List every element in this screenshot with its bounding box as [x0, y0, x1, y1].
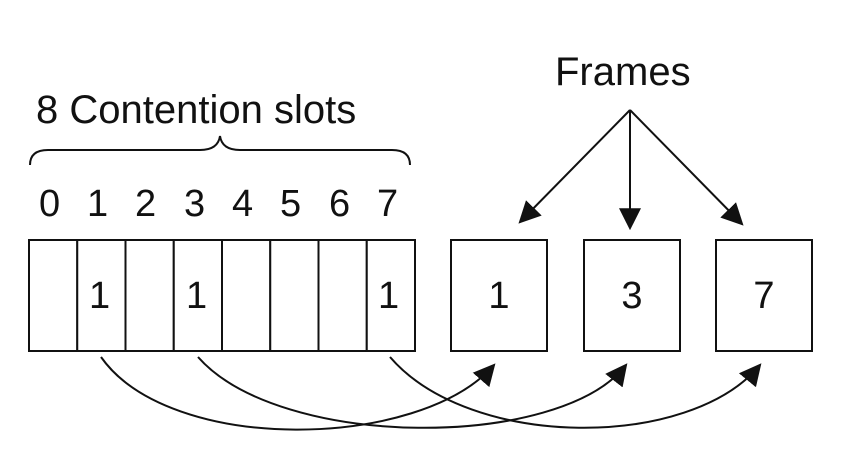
slot-number: 6: [329, 183, 350, 225]
slots-label: 8 Contention slots: [36, 88, 356, 132]
curve-arrow-slot-1-to-frame-1: [100, 356, 496, 431]
curve-arrow-slot-7-to-frame-7: [389, 356, 762, 429]
slot-number: 2: [135, 183, 156, 225]
slot-number: 4: [232, 183, 253, 225]
slot-number-row: 0 1 2 3 4 5 6 7: [39, 183, 398, 225]
slots-brace: [29, 135, 411, 166]
pointer-arrow-frame-7: [629, 109, 744, 226]
slot-to-frame-arrows: [100, 356, 762, 431]
slot-cell: [269, 239, 320, 352]
slot-cell: [221, 239, 272, 352]
frame-box: [583, 239, 681, 352]
frame-label: 3: [621, 275, 642, 317]
frame-label: 1: [488, 275, 509, 317]
slot-cell: [365, 239, 416, 352]
slot-number: 3: [184, 183, 205, 225]
frame-boxes: 1 3 7: [450, 239, 813, 352]
slot-number: 5: [280, 183, 301, 225]
slot-cell-value: 1: [186, 275, 207, 317]
slot-number: 1: [87, 183, 108, 225]
slot-number: 0: [39, 183, 60, 225]
slot-cell: [172, 239, 223, 352]
contention-slot-strip: 1 1 1: [28, 239, 416, 352]
slot-number: 7: [377, 183, 398, 225]
frame-box: [450, 239, 548, 352]
frames-pointer-arrows: [518, 109, 744, 231]
frame-label: 7: [753, 275, 774, 317]
pointer-arrow-frame-1: [518, 109, 631, 224]
slot-cell: [124, 239, 175, 352]
frames-label: Frames: [555, 50, 691, 94]
slot-cell: [317, 239, 368, 352]
curve-arrow-slot-3-to-frame-3: [197, 356, 628, 429]
slot-cell-value: 1: [378, 275, 399, 317]
slot-cell: [28, 239, 79, 352]
slot-cell-value: 1: [89, 275, 110, 317]
frame-box: [715, 239, 813, 352]
